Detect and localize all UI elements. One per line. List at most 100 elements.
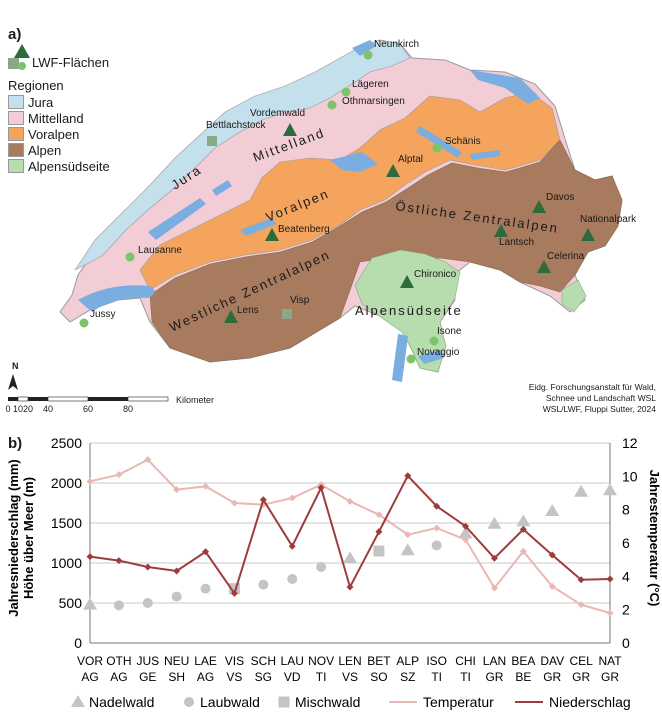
elevation-point (343, 551, 357, 564)
xtick-label-bottom: GR (543, 670, 561, 684)
legend-label: Niederschlag (549, 694, 631, 710)
series-point-temperatur (548, 582, 556, 590)
chart: 0 500 1000 1500 2000 2500 0 2 4 6 8 10 12 VOR AG OTH AG J… (6, 435, 662, 710)
region-legend-item-voralpen: Voralpen (8, 126, 110, 142)
lake-neuchatel (148, 198, 206, 240)
site-beatenberg: Beatenberg (265, 224, 330, 241)
region-swatch (8, 95, 24, 109)
xtick-label-bottom: AG (197, 670, 214, 684)
site-triangle-icon (224, 310, 238, 323)
series-lines (86, 456, 614, 617)
legend-regions-title: Regionen (8, 78, 64, 93)
site-triangle-icon (265, 228, 279, 241)
series-point-temperatur (577, 601, 585, 609)
region-jura (74, 39, 411, 271)
ytick-right-label: 8 (622, 502, 630, 518)
site-label: Lantsch (499, 237, 534, 248)
xtick-label-bottom: AG (110, 670, 127, 684)
series-point-niederschlag (230, 589, 238, 597)
legend-item-niederschlag: Niederschlag (515, 694, 631, 710)
ytick-left-label: 0 (74, 635, 82, 651)
ylabel-left-precip: Jahresniederschlag (mm) (6, 459, 21, 617)
site-lantsch: Lantsch (494, 224, 534, 248)
xtick-label-top: CHI (455, 654, 476, 668)
region-alpen (149, 139, 623, 363)
site-label: Lausanne (138, 245, 182, 256)
site-visp: Visp (282, 295, 310, 319)
scale-tick-label: 0 (5, 404, 11, 414)
series-point-temperatur (490, 584, 498, 592)
region-voralpen (139, 91, 561, 291)
site-square-icon (207, 136, 217, 146)
elevation-point (83, 597, 97, 610)
legend-item-mischwald: Mischwald (278, 694, 360, 710)
site-laegeren: Lägeren (341, 79, 389, 97)
site-jussy: Jussy (79, 309, 116, 328)
xtick-label-bottom: SZ (400, 670, 415, 684)
north-label: N (12, 361, 19, 371)
xtick-label-top: NEU (164, 654, 189, 668)
panel-b-letter: b) (8, 435, 23, 452)
series-point-temperatur (433, 524, 441, 532)
series-point-temperatur (230, 499, 238, 507)
region-legend-label: Alpensüdseite (28, 158, 110, 174)
series-point-niederschlag (606, 575, 614, 583)
site-circle-icon (327, 100, 337, 110)
region-legend-item-alpensuedseite: Alpensüdseite (8, 158, 110, 174)
legend-item-temperatur: Temperatur (389, 694, 494, 710)
xtick-label-bottom: VD (284, 670, 301, 684)
site-label: Chironico (414, 269, 457, 280)
elevation-point (431, 540, 442, 551)
ytick-left-label: 1000 (51, 555, 82, 571)
site-triangle-icon (537, 260, 551, 273)
legend-square-icon (8, 58, 19, 69)
series-point-niederschlag (86, 553, 94, 561)
xtick-label-top: SCH (251, 654, 276, 668)
site-label: Schänis (445, 136, 481, 147)
credit-line-3: WSL/LWF, Fluppi Sutter, 2024 (542, 404, 656, 414)
lake-maggiore (392, 334, 408, 382)
series-point-temperatur (288, 494, 296, 502)
series-point-niederschlag (548, 551, 556, 559)
region-legend-item-alpen: Alpen (8, 142, 110, 158)
elevation-point (400, 543, 415, 556)
chart-legend: Nadelwald Laubwald Mischwald Temperatur Nied… (71, 694, 631, 710)
credit-line-2: Schnee und Landschaft WSL (545, 393, 656, 403)
site-label: Novaggio (417, 347, 460, 358)
elevation-point (287, 574, 298, 584)
series-point-niederschlag (490, 554, 498, 562)
legend-circle-icon (18, 62, 26, 70)
ytick-left-label: 500 (59, 595, 83, 611)
elevation-point (113, 600, 124, 611)
lake-walen (470, 150, 500, 160)
site-triangle-icon (386, 164, 400, 177)
site-label: Nationalpark (580, 214, 637, 225)
series-point-niederschlag (577, 576, 585, 584)
site-othmarsingen: Othmarsingen (327, 96, 405, 110)
site-bettlachstock: Bettlachstock (206, 120, 266, 146)
site-label: Lägeren (352, 79, 389, 90)
lakes (78, 40, 540, 382)
site-label: Alptal (398, 154, 423, 165)
series-point-niederschlag (202, 548, 210, 556)
lake-biel (212, 180, 232, 196)
elevation-point (258, 579, 269, 590)
scale-tick-label: 20 (22, 404, 34, 414)
site-vordemwald: Vordemwald (250, 108, 305, 136)
region-legend: Jura Mittelland Voralpen Alpen Alpensüdseite (8, 94, 110, 174)
series-point-niederschlag (288, 542, 296, 550)
xtick-label-top: DAV (540, 654, 564, 668)
credit-line-1: Eidg. Forschungsanstalt für Wald, (528, 382, 656, 392)
site-circle-icon (432, 143, 442, 153)
site-celerina: Celerina (537, 251, 585, 273)
series-point-temperatur (519, 547, 527, 555)
series-point-temperatur (375, 511, 383, 519)
xtick-label-bottom: SO (370, 670, 387, 684)
xtick-label-top: LEN (338, 654, 361, 668)
xtick-label-bottom: GE (139, 670, 156, 684)
series-point-temperatur (86, 477, 94, 485)
region-label-alpensuedseite: Alpensüdseite (355, 303, 463, 318)
site-lens: Lens (224, 305, 259, 323)
lake-lugano (418, 350, 444, 364)
legend-square-icon (278, 696, 290, 708)
